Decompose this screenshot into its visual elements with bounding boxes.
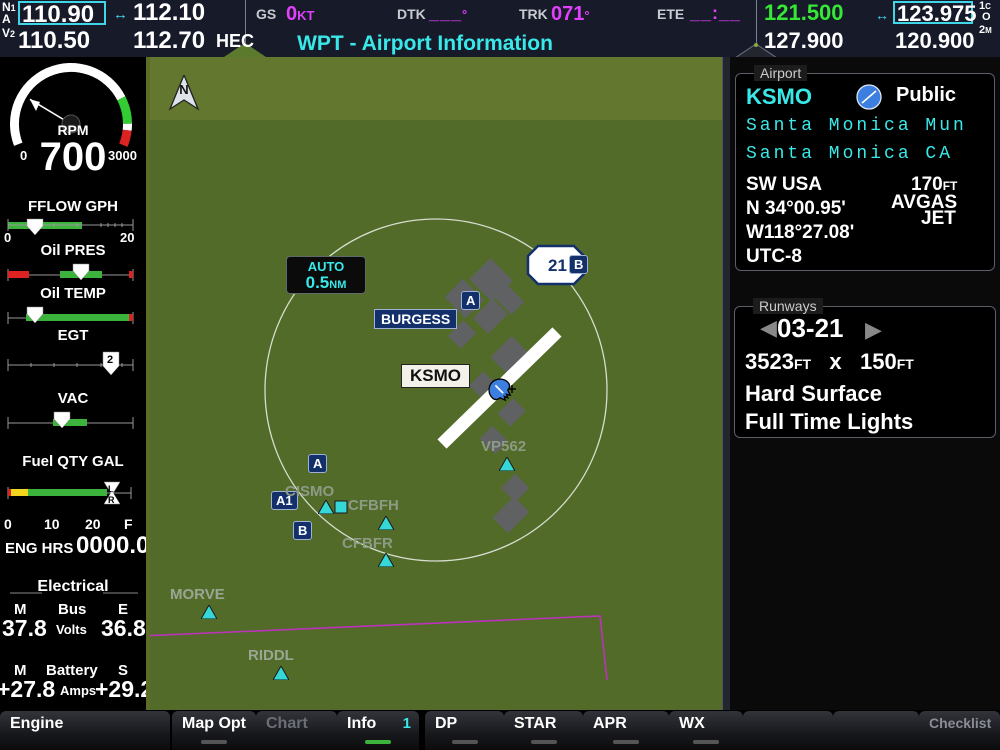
svg-text:2: 2 xyxy=(107,354,113,366)
svg-text:R: R xyxy=(108,495,115,505)
